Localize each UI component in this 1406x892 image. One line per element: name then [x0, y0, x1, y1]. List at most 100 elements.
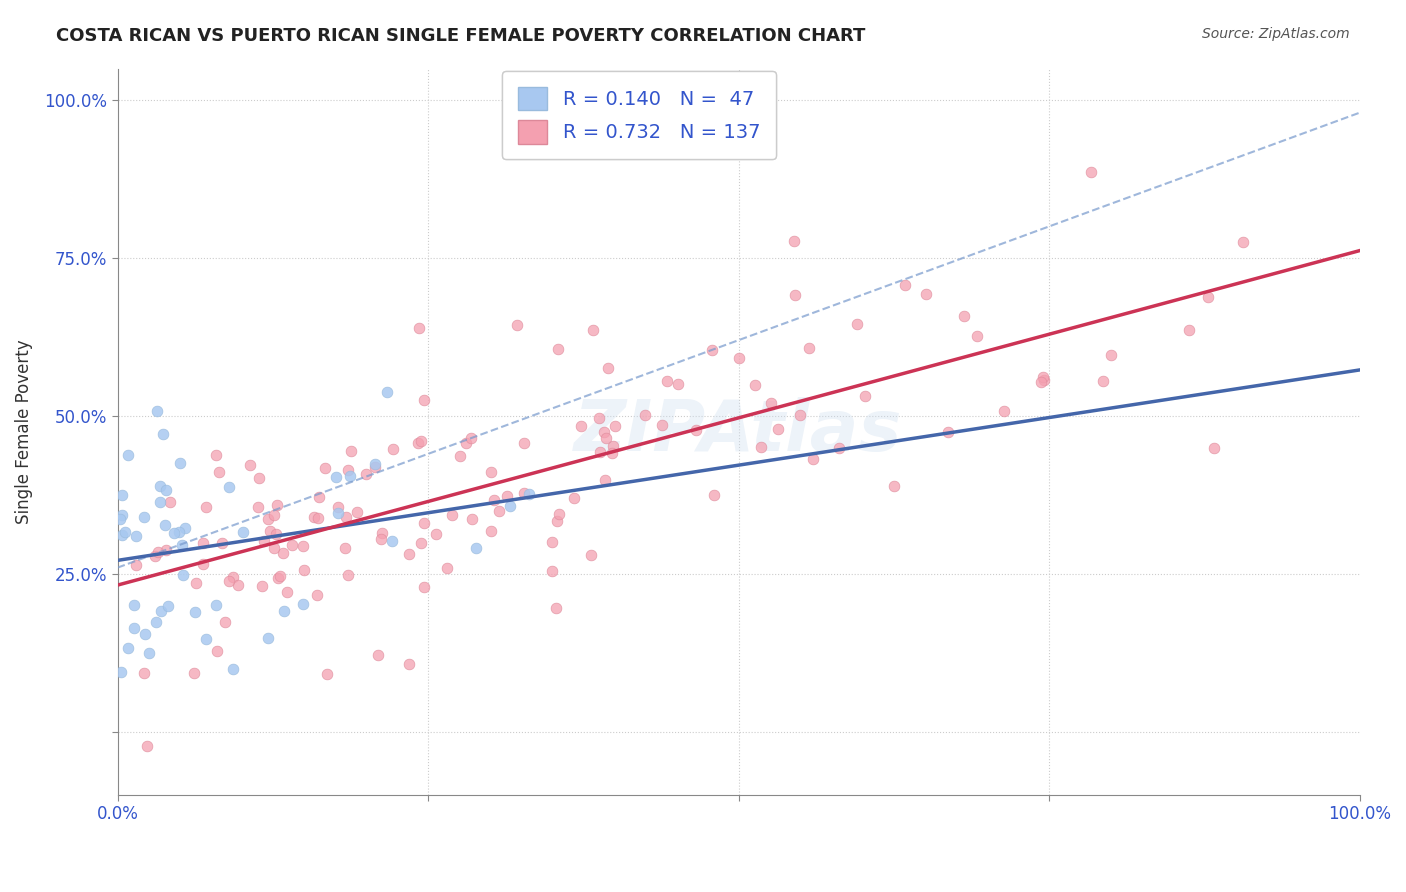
Point — [292, 563, 315, 577]
Point — [110, 512, 132, 526]
Point — [592, 425, 614, 439]
Point — [170, 538, 193, 552]
Point — [340, 443, 363, 458]
Point — [381, 442, 404, 457]
Point — [425, 526, 447, 541]
Point — [205, 598, 228, 612]
Point — [149, 495, 172, 509]
Point — [370, 526, 392, 541]
Point — [146, 545, 169, 559]
Point — [271, 546, 294, 560]
Point — [409, 535, 432, 549]
Point — [276, 585, 298, 599]
Point — [208, 466, 231, 480]
Point — [257, 512, 280, 526]
Point — [408, 320, 430, 334]
Point — [651, 417, 673, 432]
Point — [1202, 442, 1225, 456]
Point — [589, 445, 612, 459]
Point — [759, 396, 782, 410]
Point — [172, 567, 194, 582]
Point — [370, 532, 392, 546]
Point — [152, 427, 174, 442]
Point — [464, 541, 486, 555]
Point — [257, 631, 280, 645]
Point — [548, 507, 571, 521]
Point — [316, 666, 339, 681]
Point — [157, 599, 180, 613]
Point — [953, 309, 976, 323]
Point — [204, 449, 226, 463]
Point — [125, 558, 148, 572]
Point — [159, 494, 181, 508]
Point — [239, 458, 262, 473]
Point — [184, 576, 207, 591]
Point — [292, 597, 315, 611]
Point — [214, 615, 236, 629]
Point — [183, 665, 205, 680]
Point — [149, 604, 172, 618]
Point — [513, 436, 536, 450]
Point — [441, 508, 464, 522]
Point — [266, 526, 288, 541]
Point — [993, 404, 1015, 418]
Point — [596, 361, 619, 376]
Point — [149, 479, 172, 493]
Point — [381, 534, 404, 549]
Point — [449, 449, 471, 463]
Point — [783, 234, 806, 248]
Point — [292, 539, 315, 553]
Point — [155, 483, 177, 497]
Point — [117, 448, 139, 462]
Point — [267, 570, 290, 584]
Point — [125, 529, 148, 543]
Point — [517, 487, 540, 501]
Point — [461, 512, 484, 526]
Point — [412, 393, 434, 408]
Point — [325, 469, 347, 483]
Point — [460, 430, 482, 444]
Point — [346, 505, 368, 519]
Point — [114, 525, 136, 540]
Point — [1099, 348, 1122, 362]
Point — [547, 342, 569, 356]
Point — [595, 431, 617, 445]
Point — [544, 601, 567, 615]
Point — [269, 569, 291, 583]
Point — [666, 376, 689, 391]
Point — [211, 536, 233, 550]
Point — [966, 329, 988, 343]
Point — [828, 442, 851, 456]
Point — [335, 509, 357, 524]
Point — [579, 548, 602, 562]
Point — [406, 435, 429, 450]
Point — [562, 491, 585, 505]
Point — [191, 535, 214, 549]
Point — [153, 518, 176, 533]
Point — [136, 739, 159, 753]
Point — [412, 580, 434, 594]
Point — [145, 615, 167, 629]
Point — [169, 456, 191, 470]
Point — [655, 374, 678, 388]
Point — [122, 621, 145, 635]
Point — [766, 422, 789, 436]
Point — [703, 488, 725, 502]
Point — [218, 480, 240, 494]
Point — [307, 510, 329, 524]
Text: ZIPAtlas: ZIPAtlas — [574, 397, 903, 467]
Point — [273, 603, 295, 617]
Point — [1091, 374, 1114, 388]
Point — [145, 403, 167, 417]
Point — [111, 488, 134, 502]
Point — [195, 500, 218, 515]
Point — [1080, 165, 1102, 179]
Point — [540, 534, 562, 549]
Point — [1032, 373, 1054, 387]
Point — [1197, 289, 1219, 303]
Point — [174, 521, 197, 535]
Point — [163, 526, 186, 541]
Point — [883, 479, 905, 493]
Point — [488, 504, 510, 518]
Point — [314, 461, 336, 475]
